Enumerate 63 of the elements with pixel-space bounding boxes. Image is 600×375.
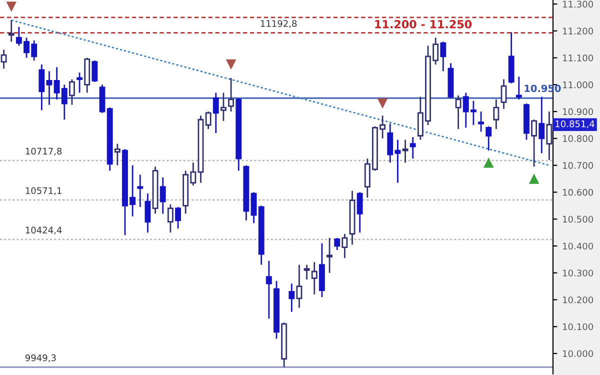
candlestick xyxy=(486,126,492,152)
candlestick xyxy=(296,264,302,308)
ref-line-label: 11192,8 xyxy=(260,20,297,28)
candlestick xyxy=(175,206,181,230)
candlestick xyxy=(69,78,75,106)
candlestick xyxy=(144,192,151,234)
candlestick xyxy=(440,40,446,72)
ref-line-label: 10424,4 xyxy=(26,226,62,234)
point xyxy=(528,174,540,184)
y-tick-label: 10.000 xyxy=(563,350,594,358)
candlestick xyxy=(478,110,484,132)
candlestick xyxy=(137,174,144,208)
candlestick xyxy=(38,64,45,111)
candlestick xyxy=(311,261,318,296)
point xyxy=(6,2,17,12)
candlestick xyxy=(114,143,120,166)
y-tick-label: 10.500 xyxy=(563,216,594,223)
candlestick xyxy=(493,98,500,130)
point xyxy=(226,59,236,70)
candlestick xyxy=(212,92,219,134)
ref-line-label: 10571,1 xyxy=(26,187,62,195)
candlestick xyxy=(410,136,416,160)
candlestick xyxy=(334,237,340,251)
y-tick-label: 10.800 xyxy=(563,135,594,142)
candlestick xyxy=(8,19,14,42)
candlestick xyxy=(304,264,310,280)
candlestick xyxy=(402,139,408,164)
candlestick xyxy=(326,237,332,274)
candlestick xyxy=(356,192,363,234)
candlestick xyxy=(516,76,522,100)
candlestick xyxy=(167,204,174,234)
point xyxy=(483,157,494,168)
candlestick xyxy=(92,60,98,83)
y-tick-label: 11.200 xyxy=(563,28,594,34)
candlestick xyxy=(538,96,545,154)
candlestick xyxy=(250,192,257,224)
text: 10.851,4 xyxy=(556,120,594,128)
candlestick xyxy=(220,92,226,122)
point xyxy=(377,98,388,109)
candlestick xyxy=(76,72,83,94)
candlestick xyxy=(266,260,272,320)
y-tick-label: 10.900 xyxy=(563,108,594,116)
candlestick xyxy=(160,176,166,214)
candlestick xyxy=(205,110,212,130)
candlestick xyxy=(46,70,52,106)
y-tick-label: 10.700 xyxy=(563,162,594,169)
candlestick xyxy=(288,282,295,313)
candlestick xyxy=(455,94,462,130)
candlestick xyxy=(500,78,507,110)
annotation: 11.200 - 11.250 xyxy=(375,20,472,28)
y-tick-label: 10.200 xyxy=(563,296,594,304)
candlestick xyxy=(531,118,538,168)
y-tick-label: 10.100 xyxy=(563,323,594,330)
y-tick-label: 11.000 xyxy=(563,81,594,88)
y-tick-label: 10.400 xyxy=(563,242,594,250)
candlestick xyxy=(228,77,234,112)
y-tick-label: 10.300 xyxy=(563,270,594,276)
y-tick-label: 10.600 xyxy=(563,188,594,196)
y-tick-label: 11.100 xyxy=(563,54,594,62)
y-tick-label: 11.300 xyxy=(563,0,594,8)
ref-line-label: 10717,8 xyxy=(26,148,62,156)
candlestick xyxy=(342,233,348,259)
ref-line-label: 9949,3 xyxy=(25,354,56,362)
